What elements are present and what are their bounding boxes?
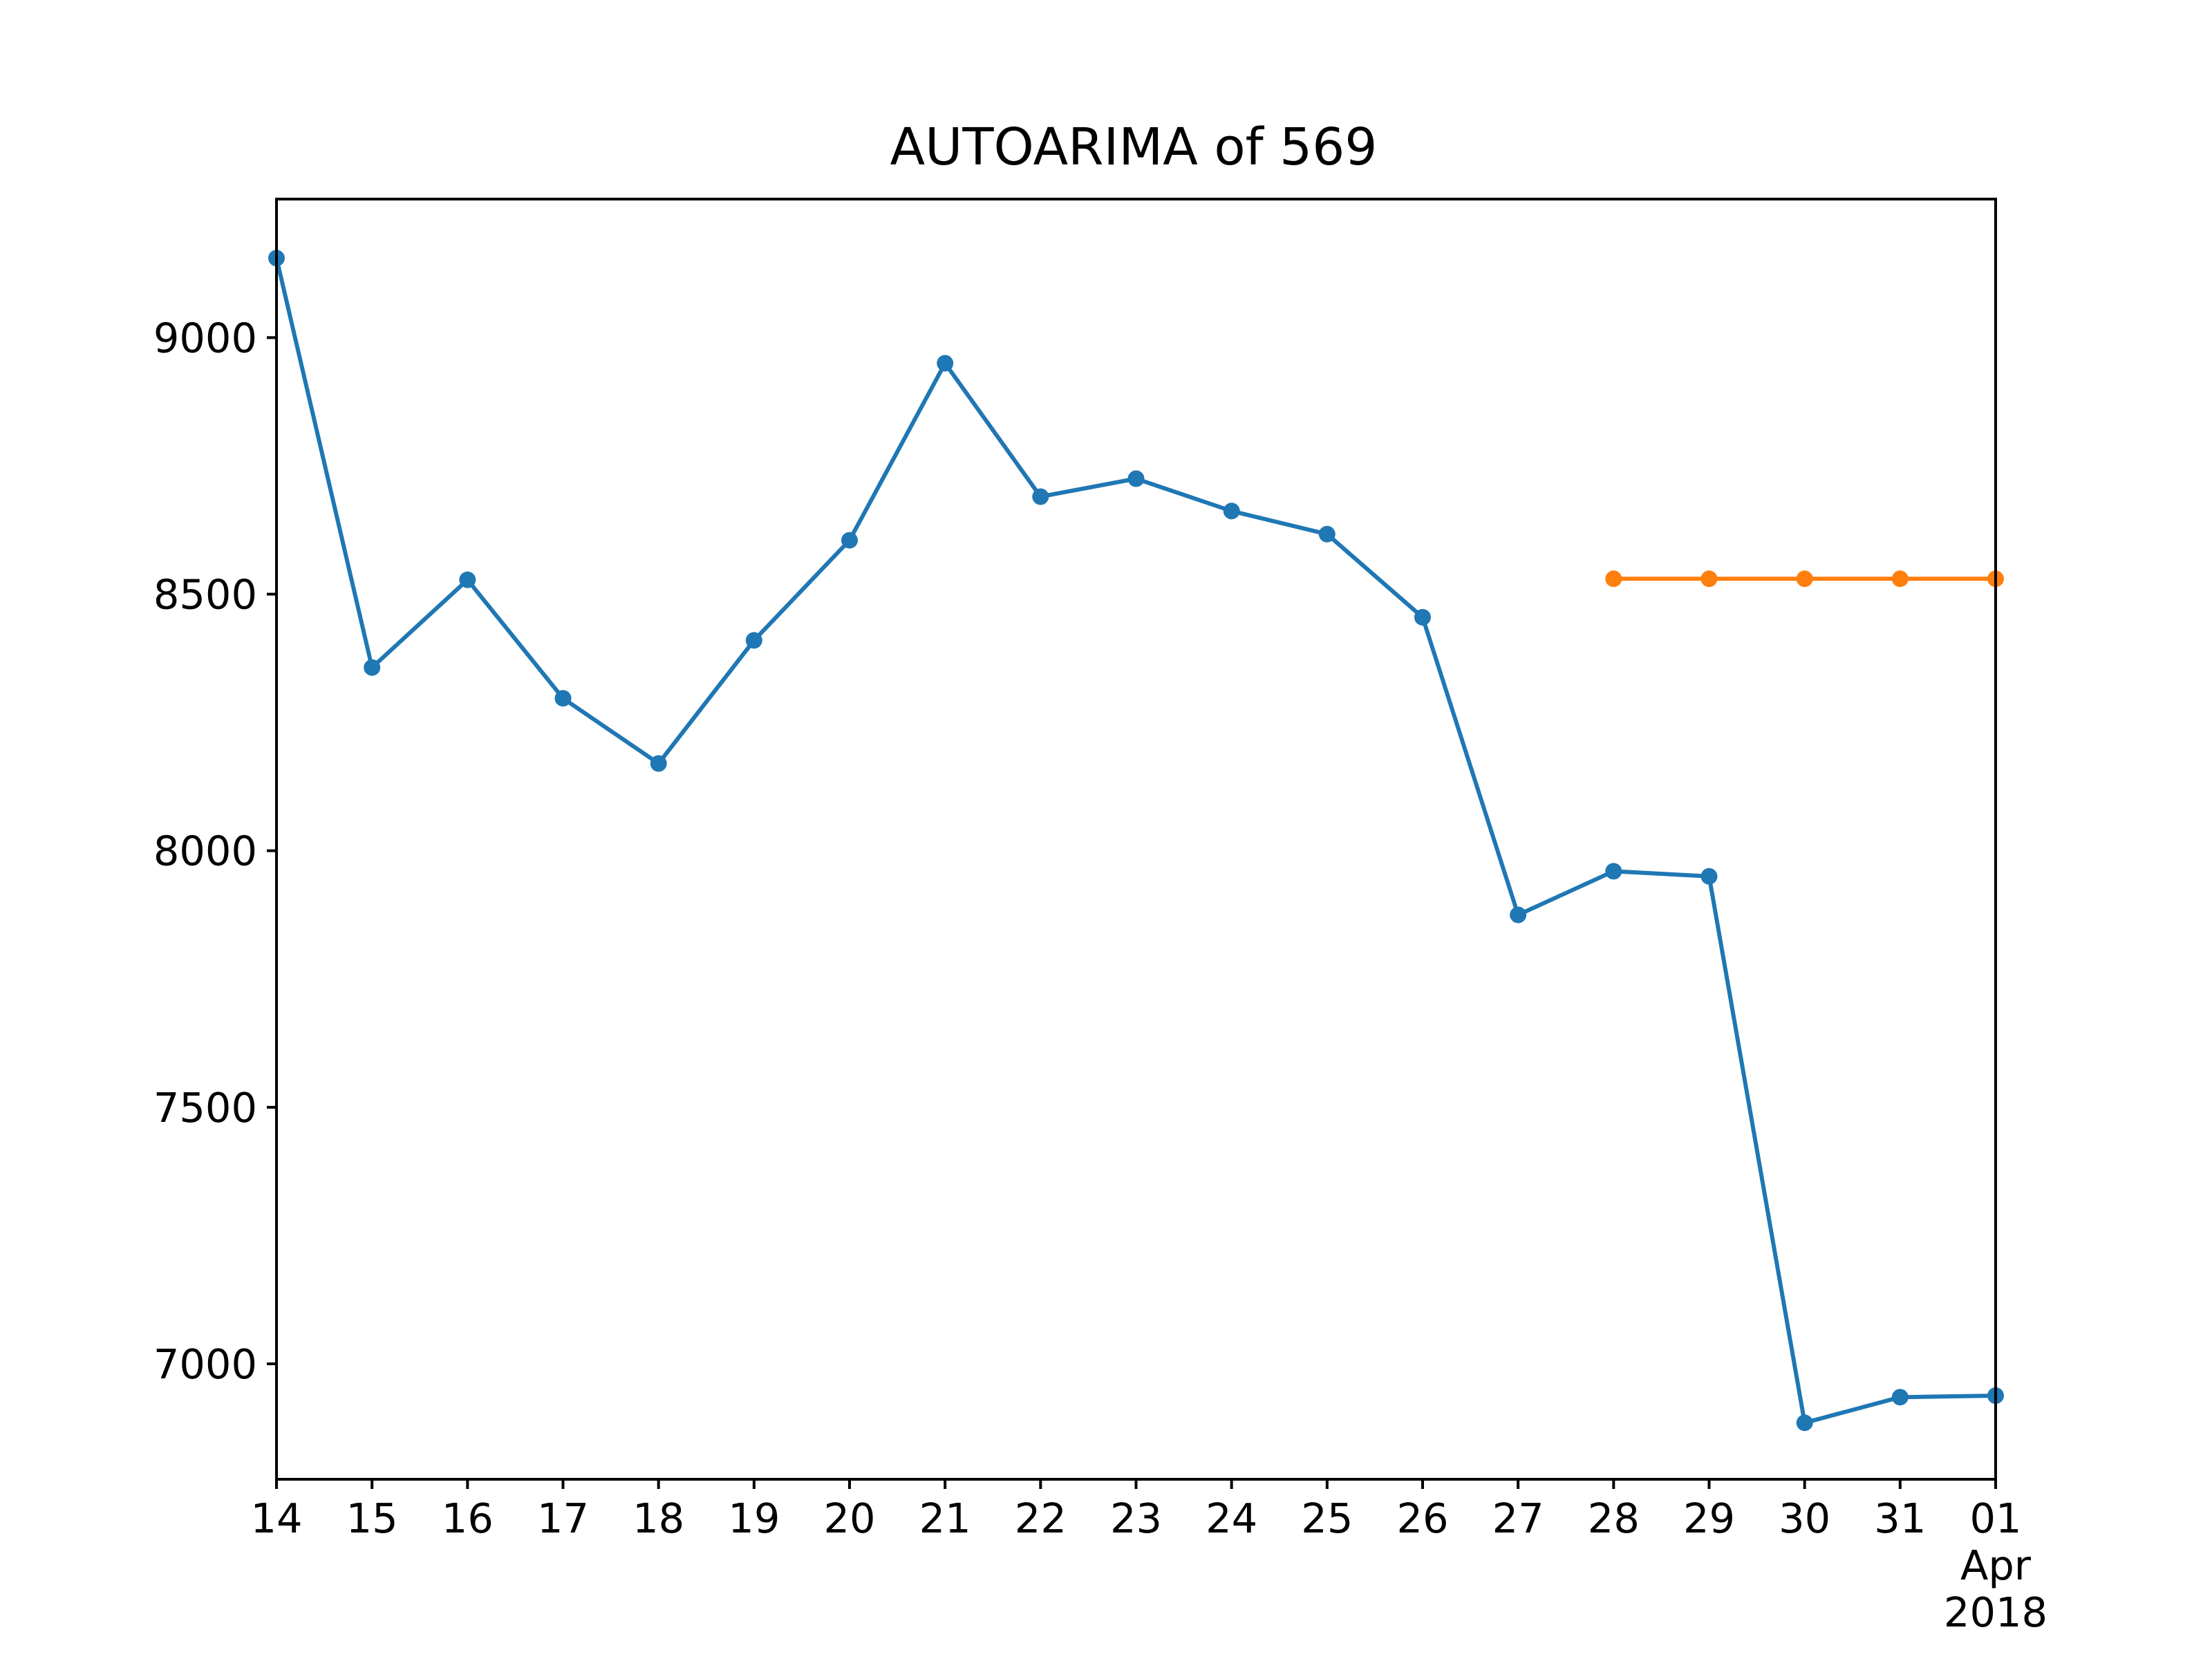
series-0 [268, 250, 2004, 1432]
x-tick-label: 20 [823, 1494, 875, 1542]
data-point [650, 755, 667, 772]
x-tick-label: 16 [442, 1494, 494, 1542]
series-layer [268, 250, 2004, 1432]
data-point [1414, 609, 1431, 626]
x-tick-label: 17 [537, 1494, 589, 1542]
data-point [745, 632, 762, 649]
data-point [1510, 906, 1527, 924]
data-point [1318, 525, 1335, 543]
x-tick-label: 28 [1588, 1494, 1640, 1542]
x-tick-label: 22 [1015, 1494, 1067, 1542]
x-tick-label: 26 [1396, 1494, 1448, 1542]
x-tick-label: 21 [919, 1494, 971, 1542]
x-tick-label: 29 [1683, 1494, 1735, 1542]
data-point [1700, 868, 1718, 885]
x-tick-label: 01 [1969, 1494, 2021, 1542]
data-point [554, 690, 572, 707]
data-point [1796, 570, 1813, 588]
x-tick-label: 30 [1779, 1494, 1830, 1542]
y-tick-label: 7500 [153, 1084, 257, 1132]
x-axis: 14 15 16 17 18 19 20 21 22 23 24 25 26 27 28 29 30 31 01Ap… [250, 1479, 2047, 1636]
data-point [1223, 503, 1240, 520]
x-tick-label: 18 [632, 1494, 684, 1542]
y-tick-label: 8000 [153, 827, 257, 875]
data-point [1700, 570, 1718, 588]
data-point [937, 355, 954, 372]
data-point [1891, 570, 1909, 588]
x-tick-label: 2018 [1944, 1588, 2047, 1636]
x-tick-label: Apr [1960, 1541, 2032, 1589]
x-tick-label: 15 [346, 1494, 398, 1542]
data-point [459, 571, 476, 588]
x-tick-label: 19 [728, 1494, 780, 1542]
x-tick-label: 23 [1110, 1494, 1162, 1542]
x-tick-label: 24 [1206, 1494, 1257, 1542]
data-point [1796, 1414, 1813, 1432]
x-tick-label: 27 [1492, 1494, 1544, 1542]
series-1 [1605, 570, 2004, 588]
data-point [841, 532, 858, 549]
data-point [1032, 488, 1049, 505]
data-point [1127, 470, 1145, 487]
data-point [1605, 570, 1622, 588]
y-tick-label: 7000 [153, 1340, 257, 1388]
data-point [1605, 863, 1622, 880]
x-tick-label: 25 [1301, 1494, 1353, 1542]
y-tick-label: 9000 [153, 314, 257, 362]
chart-title: AUTOARIMA of 569 [890, 118, 1378, 177]
x-tick-label: 14 [250, 1494, 302, 1542]
data-point [364, 659, 381, 676]
data-point [1891, 1389, 1909, 1406]
x-tick-label: 31 [1874, 1494, 1926, 1542]
y-axis: 7000 7500 8000 8500 9000 [153, 314, 276, 1388]
y-tick-label: 8500 [153, 571, 257, 619]
